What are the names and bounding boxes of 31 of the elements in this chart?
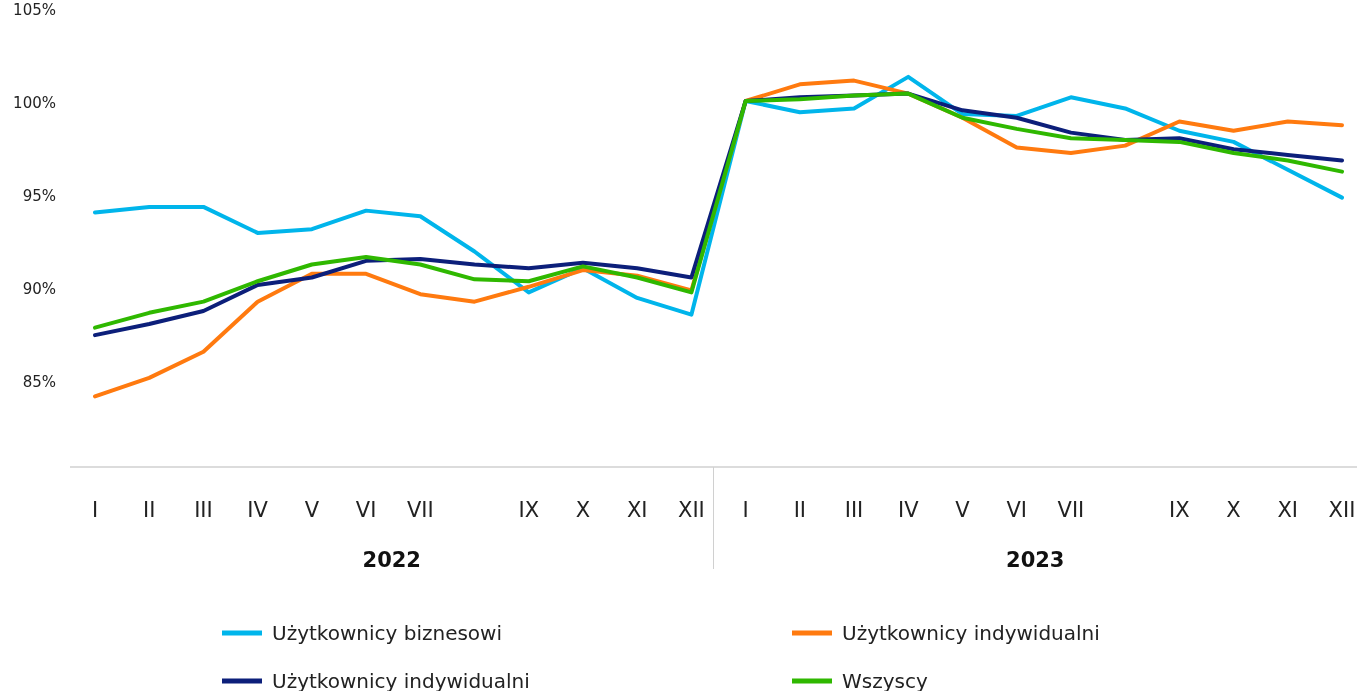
- y-tick-label: 100%: [13, 94, 56, 113]
- x-tick-label: V: [955, 498, 971, 522]
- legend-label: Użytkownicy indywidualni: [842, 621, 1100, 645]
- y-tick-label: 105%: [13, 1, 56, 20]
- x-tick-label: XII: [678, 498, 705, 522]
- legend-label: Użytkownicy biznesowi: [272, 621, 502, 645]
- x-tick-label: I: [91, 498, 99, 522]
- text: 2023: [1006, 548, 1065, 572]
- x-tick-label: V: [304, 498, 320, 522]
- x-tick-label: II: [793, 498, 807, 522]
- x-tick-label: IV: [247, 498, 269, 522]
- x-tick-label: XI: [626, 498, 648, 522]
- x-tick-label: III: [844, 498, 864, 522]
- y-tick-label: 90%: [22, 279, 56, 298]
- x-tick-label: X: [575, 498, 591, 522]
- x-tick-label: XII: [1328, 498, 1356, 522]
- x-tick-label: IX: [1169, 498, 1190, 522]
- text: 2022: [362, 548, 421, 572]
- x-tick-label: I: [742, 498, 749, 522]
- x-tick-label: IV: [897, 498, 920, 522]
- y-tick-label: 95%: [22, 187, 56, 206]
- x-tick-label: VII: [406, 498, 434, 522]
- x-tick-label: X: [1226, 498, 1241, 522]
- x-tick-label: VI: [355, 498, 377, 522]
- x-tick-label: III: [194, 498, 213, 522]
- y-tick-label: 85%: [22, 372, 56, 391]
- x-tick-label: II: [143, 498, 156, 522]
- x-tick-label: VI: [1006, 498, 1027, 522]
- x-tick-label: IX: [518, 498, 540, 522]
- x-tick-label: XI: [1277, 498, 1299, 522]
- x-tick-label: VII: [1057, 498, 1085, 522]
